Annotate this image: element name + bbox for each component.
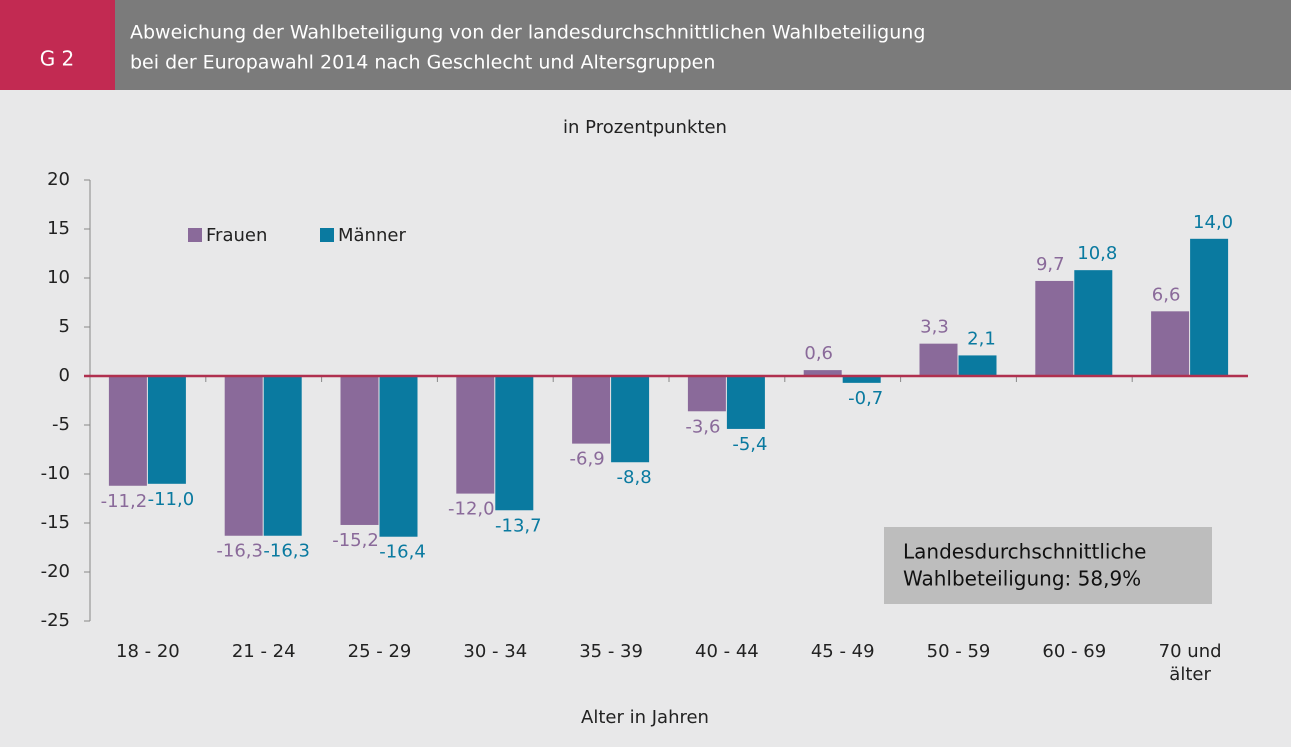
y-tick-label: -20 <box>41 561 70 582</box>
y-tick-label: 20 <box>47 169 70 190</box>
bar <box>495 376 534 511</box>
bar <box>108 376 147 486</box>
y-tick-label: 5 <box>59 316 70 337</box>
value-label: -11,0 <box>148 489 195 510</box>
title-line: Abweichung der Wahlbeteiligung von der l… <box>130 22 925 44</box>
bar <box>842 376 881 383</box>
value-label: 14,0 <box>1193 212 1233 233</box>
bar <box>572 376 611 444</box>
legend-label: Frauen <box>206 225 267 246</box>
bar <box>456 376 495 494</box>
x-tick-label: 70 und älter <box>1158 641 1222 685</box>
value-label: -13,7 <box>495 515 542 536</box>
x-tick-label: 50 - 59 <box>926 641 991 662</box>
bar <box>379 376 418 537</box>
x-tick-label: 18 - 20 <box>116 641 180 662</box>
bar <box>1074 270 1113 376</box>
value-label: 10,8 <box>1077 243 1117 264</box>
value-label: 9,7 <box>1036 254 1065 275</box>
bar <box>224 376 263 536</box>
value-label: 6,6 <box>1152 284 1181 305</box>
bar <box>1190 238 1229 376</box>
x-tick-label: 30 - 34 <box>463 641 528 662</box>
bar <box>726 376 765 429</box>
annotation-line: Landesdurchschnittliche <box>903 540 1146 564</box>
bar <box>263 376 302 536</box>
x-tick-label: 21 - 24 <box>231 641 296 662</box>
bar <box>919 343 958 376</box>
value-label: -3,6 <box>685 416 720 437</box>
bar <box>340 376 379 525</box>
x-tick-label: 45 - 49 <box>810 641 875 662</box>
title-line: bei der Europawahl 2014 nach Geschlecht … <box>130 52 715 74</box>
bar <box>958 355 997 376</box>
value-label: -16,3 <box>216 541 263 562</box>
value-label: -16,4 <box>379 542 426 563</box>
x-tick-label: 25 - 29 <box>347 641 412 662</box>
subtitle: in Prozentpunkten <box>563 117 727 138</box>
bar <box>687 376 726 412</box>
y-tick-label: -15 <box>41 512 70 533</box>
x-tick-label: 40 - 44 <box>695 641 759 662</box>
legend-label: Männer <box>338 225 406 246</box>
bar <box>1151 311 1190 376</box>
y-tick-label: 10 <box>47 267 70 288</box>
value-label: -11,2 <box>101 491 148 512</box>
y-tick-label: -5 <box>52 414 70 435</box>
value-label: 3,3 <box>920 317 949 338</box>
y-tick-label: 15 <box>47 218 70 239</box>
legend-swatch <box>320 228 334 242</box>
x-tick-label: 60 - 69 <box>1042 641 1107 662</box>
bar <box>611 376 650 463</box>
value-label: -0,7 <box>848 388 883 409</box>
y-tick-label: 0 <box>59 365 70 386</box>
bar <box>1035 280 1074 376</box>
value-label: 2,1 <box>967 328 996 349</box>
value-label: -5,4 <box>732 434 767 455</box>
annotation-box <box>884 527 1212 604</box>
header-bar <box>0 0 1291 90</box>
value-label: -8,8 <box>617 467 652 488</box>
x-axis-title: Alter in Jahren <box>581 707 709 728</box>
legend-swatch <box>188 228 202 242</box>
value-label: -16,3 <box>263 541 310 562</box>
annotation-line: Wahlbeteiligung: 58,9% <box>903 567 1141 591</box>
value-label: -12,0 <box>448 499 495 520</box>
bar <box>803 370 842 376</box>
y-tick-label: -10 <box>41 463 70 484</box>
y-tick-label: -25 <box>41 610 70 631</box>
value-label: -6,9 <box>570 449 605 470</box>
bar <box>147 376 186 484</box>
badge: G 2 <box>40 47 75 71</box>
x-tick-label: 35 - 39 <box>579 641 643 662</box>
badge-box <box>0 0 115 90</box>
value-label: 0,6 <box>804 343 833 364</box>
value-label: -15,2 <box>332 530 379 551</box>
